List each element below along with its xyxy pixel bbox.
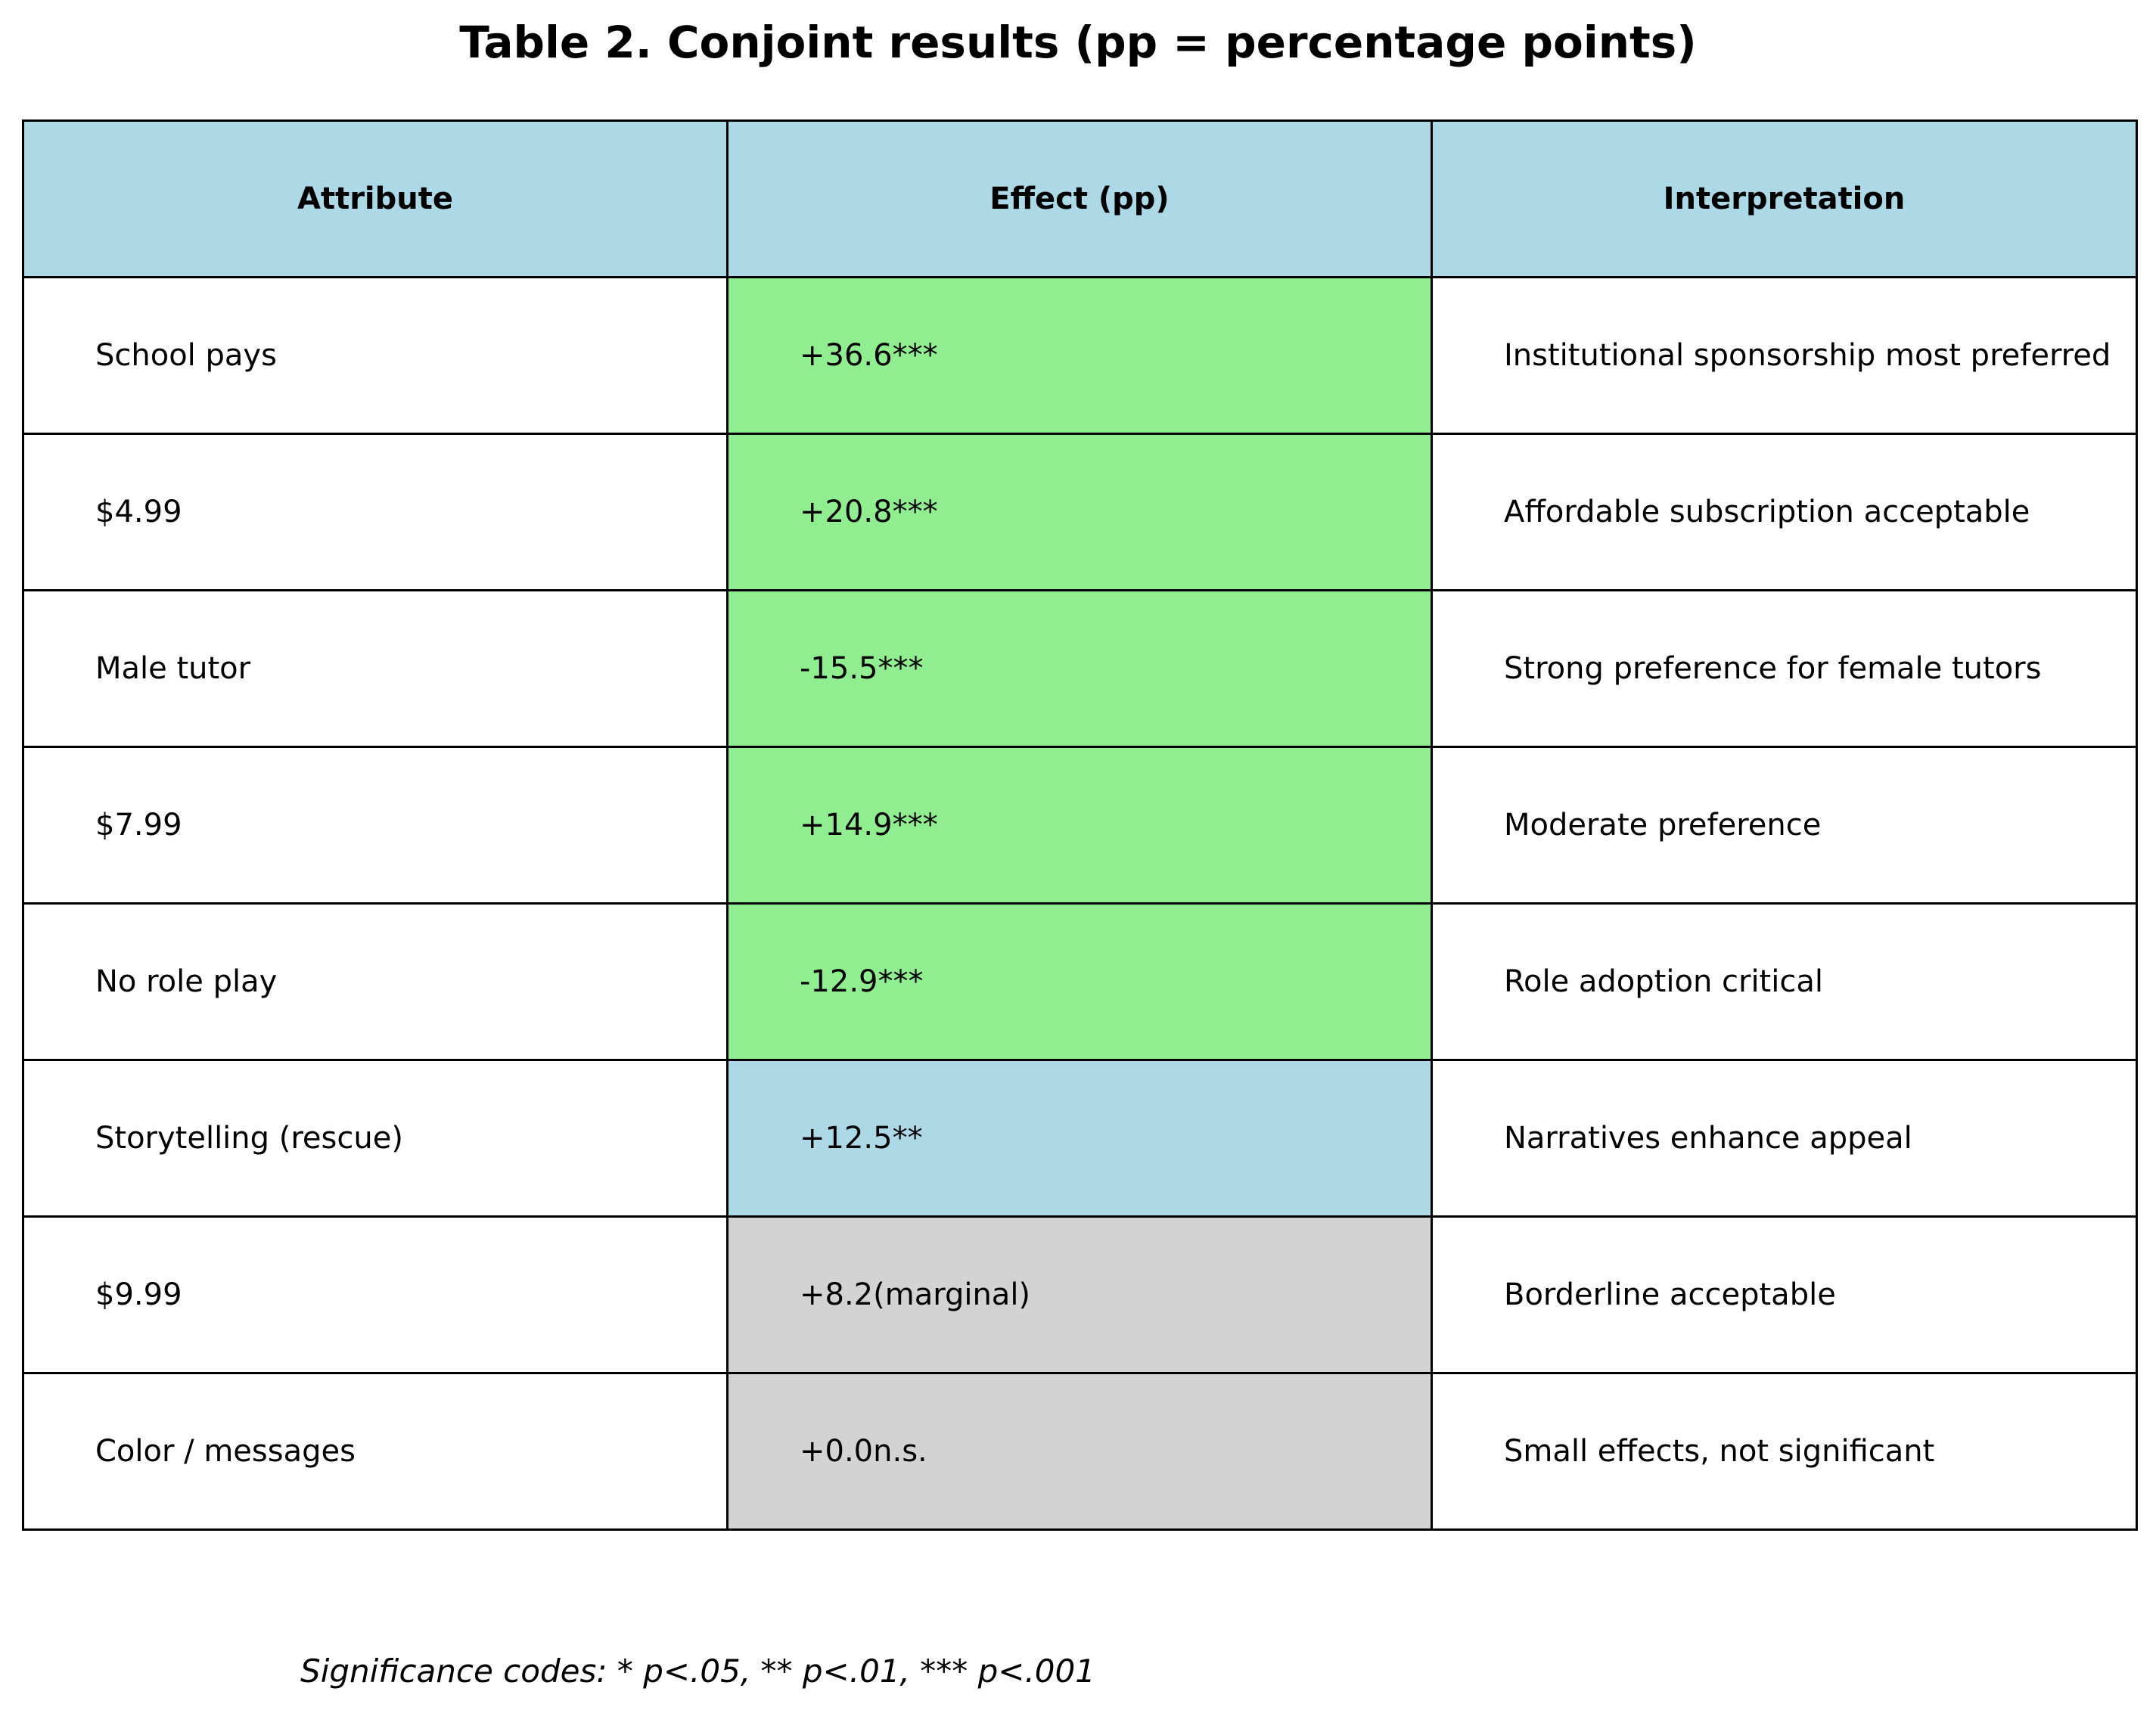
table-row: $9.99 +8.2(marginal) Borderline acceptable xyxy=(22,1215,2138,1374)
cell-attribute: Storytelling (rescue) xyxy=(22,1059,729,1218)
cell-interpretation: Borderline acceptable xyxy=(1431,1215,2138,1374)
cell-attribute: $9.99 xyxy=(22,1215,729,1374)
table-row: School pays +36.6*** Institutional sponsor… xyxy=(22,276,2138,435)
table-header-row: Attribute Effect (pp) Interpretation xyxy=(22,119,2138,278)
cell-interpretation: Role adoption critical xyxy=(1431,902,2138,1061)
cell-interpretation: Narratives enhance appeal xyxy=(1431,1059,2138,1218)
cell-interpretation: Strong preference for female tutors xyxy=(1431,589,2138,748)
cell-effect: +36.6*** xyxy=(726,276,1433,435)
cell-attribute: $7.99 xyxy=(22,746,729,905)
table-row: No role play -12.9*** Role adoption critic… xyxy=(22,902,2138,1061)
table-row: Color / messages +0.0n.s. Small effects, n… xyxy=(22,1372,2138,1531)
cell-effect: +14.9*** xyxy=(726,746,1433,905)
cell-attribute: No role play xyxy=(22,902,729,1061)
cell-effect: +12.5** xyxy=(726,1059,1433,1218)
cell-interpretation: Moderate preference xyxy=(1431,746,2138,905)
cell-interpretation: Affordable subscription acceptable xyxy=(1431,433,2138,591)
table-row: Male tutor -15.5*** Strong preference for … xyxy=(22,589,2138,748)
cell-interpretation: Small effects, not significant xyxy=(1431,1372,2138,1531)
table-title: Table 2. Conjoint results (pp = percenta… xyxy=(459,17,1697,68)
column-header-attribute: Attribute xyxy=(22,119,729,278)
table-row: $4.99 +20.8*** Affordable subscription acc… xyxy=(22,433,2138,591)
cell-effect: -12.9*** xyxy=(726,902,1433,1061)
cell-attribute: School pays xyxy=(22,276,729,435)
column-header-effect: Effect (pp) xyxy=(726,119,1433,278)
cell-attribute: Male tutor xyxy=(22,589,729,748)
cell-effect: +8.2(marginal) xyxy=(726,1215,1433,1374)
cell-attribute: Color / messages xyxy=(22,1372,729,1531)
cell-interpretation: Institutional sponsorship most preferred xyxy=(1431,276,2138,435)
table-body: School pays +36.6*** Institutional sponsor… xyxy=(22,276,2138,1531)
table-row: Storytelling (rescue) +12.5** Narratives e… xyxy=(22,1059,2138,1218)
table-row: $7.99 +14.9*** Moderate preference xyxy=(22,746,2138,905)
cell-effect: -15.5*** xyxy=(726,589,1433,748)
conjoint-results-table: Attribute Effect (pp) Interpretation Sch… xyxy=(22,119,2138,1531)
significance-footnote: Significance codes: * p<.05, ** p<.01, *… xyxy=(300,1653,1095,1690)
column-header-interpretation: Interpretation xyxy=(1431,119,2138,278)
cell-effect: +0.0n.s. xyxy=(726,1372,1433,1531)
cell-attribute: $4.99 xyxy=(22,433,729,591)
cell-effect: +20.8*** xyxy=(726,433,1433,591)
